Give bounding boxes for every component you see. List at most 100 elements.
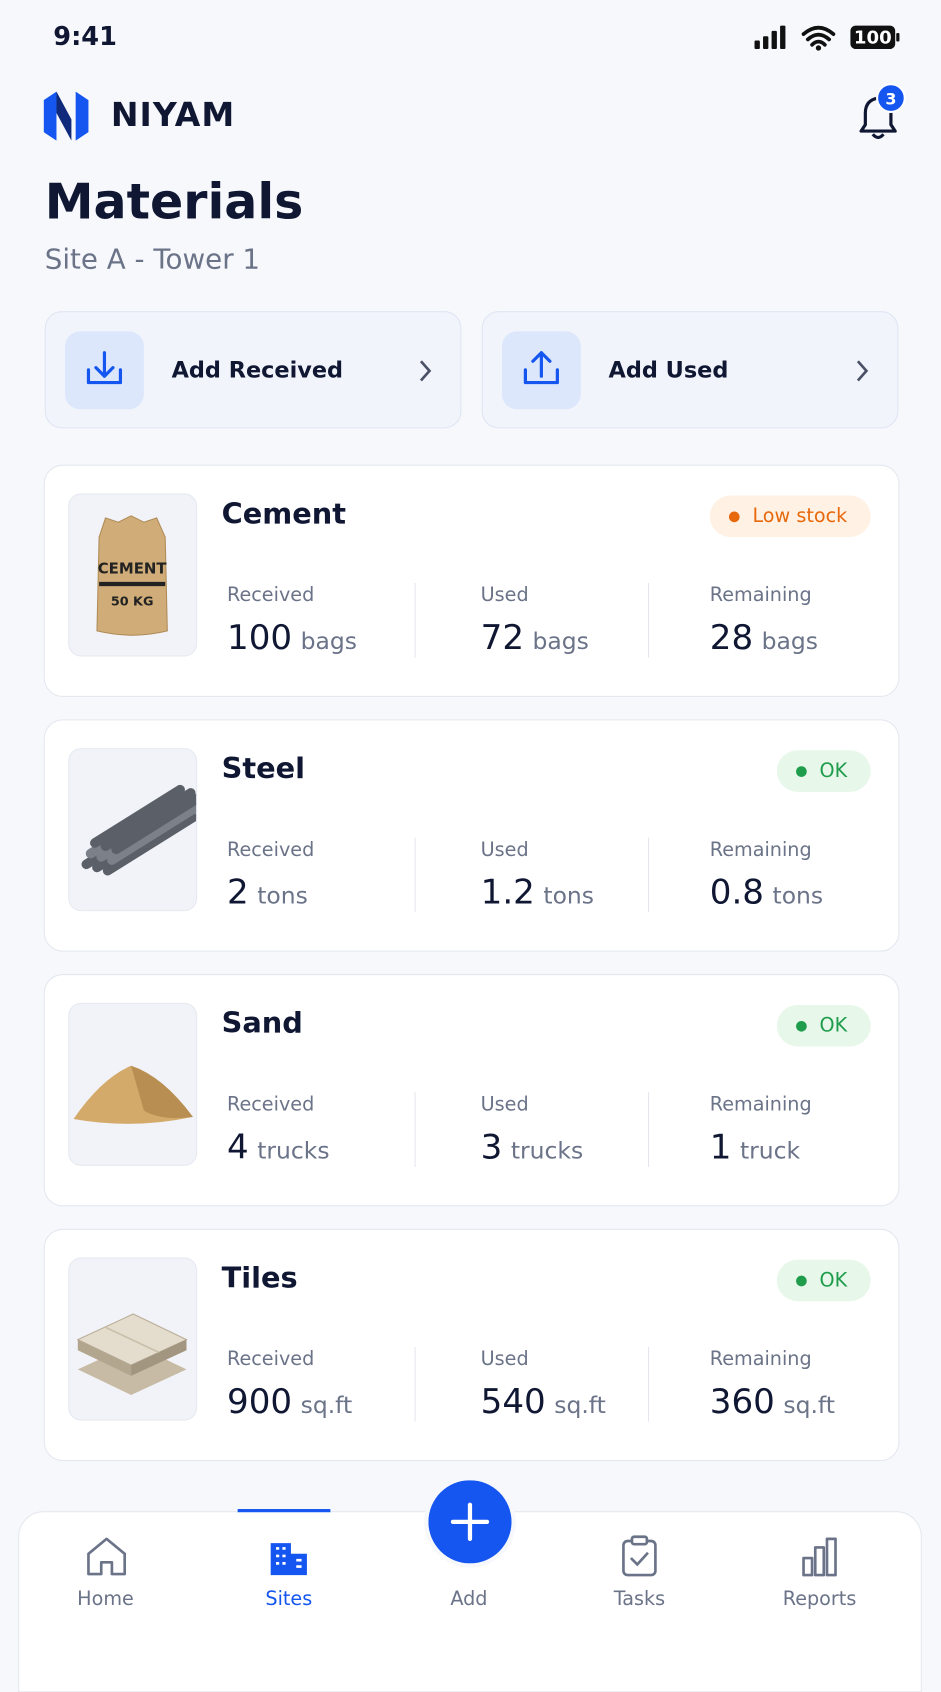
stat-unit: bags xyxy=(532,628,589,656)
stat-divider xyxy=(414,582,416,658)
steel-bar xyxy=(102,812,198,876)
material-illustration xyxy=(76,1313,188,1396)
chevron xyxy=(856,360,869,382)
status-dot xyxy=(796,1275,807,1287)
chevron-path xyxy=(419,360,432,382)
stat-divider xyxy=(647,582,650,658)
icon-path xyxy=(802,1537,837,1577)
stat-value: 3 xyxy=(480,1126,503,1167)
steel-bar xyxy=(111,791,207,855)
stat-divider xyxy=(647,1347,650,1422)
bell-clapper xyxy=(871,133,885,140)
logo xyxy=(43,91,89,141)
stat-label: Received xyxy=(226,1348,315,1371)
stat-value: 4 xyxy=(226,1126,249,1167)
material-image xyxy=(68,1257,198,1421)
reports-icon[interactable] xyxy=(798,1535,841,1578)
tile-edge xyxy=(77,1339,132,1376)
material-card[interactable]: CEMENT 50 KG Cement Low stock Received 100 bag… xyxy=(43,464,900,697)
status-badge: Low stock xyxy=(709,495,871,538)
wifi-icon xyxy=(801,25,836,47)
icon-check xyxy=(629,1551,649,1567)
stat-label: Remaining xyxy=(709,838,812,862)
chevron-path xyxy=(856,360,869,382)
stat-value-row: 28 bags xyxy=(710,617,818,657)
stat-label: Received xyxy=(226,838,315,862)
stat-unit: tons xyxy=(772,883,824,911)
signal-bar xyxy=(771,30,777,50)
stat-value: 0.8 xyxy=(709,871,764,913)
stat-value-row: 72 bags xyxy=(481,617,589,657)
page-title: Materials xyxy=(44,172,304,231)
stat-value-row: 540 sq.ft xyxy=(481,1381,606,1421)
icon-path xyxy=(86,351,123,385)
stat-value-row: 100 bags xyxy=(227,617,357,657)
notification-count: 3 xyxy=(885,89,896,108)
stat-divider xyxy=(647,837,650,913)
stat-value: 1 xyxy=(709,1126,732,1167)
signal-bar xyxy=(763,36,769,50)
material-image: CEMENT 50 KG xyxy=(68,493,198,657)
stat-unit: bags xyxy=(300,628,357,656)
badge-circle xyxy=(876,83,906,113)
wifi-dot xyxy=(815,45,822,51)
action-label: Add Received xyxy=(171,357,344,383)
nav-label[interactable]: Tasks xyxy=(613,1587,666,1611)
stat-label: Received xyxy=(226,584,315,607)
stat-divider xyxy=(647,1092,650,1167)
status-badge: OK xyxy=(776,1004,871,1047)
stat-value-row: 2 tons xyxy=(227,872,308,912)
stat-value: 72 xyxy=(480,617,525,658)
stat-value-row: 0.8 tons xyxy=(710,872,823,912)
material-card[interactable]: Tiles OK Received 900 sq.ft Used 540 sq.ft Remai… xyxy=(43,1228,900,1462)
stat-label: Used xyxy=(480,1348,529,1371)
stat-unit: sq.ft xyxy=(300,1392,353,1420)
stat-value-row: 1.2 tons xyxy=(481,872,594,912)
stat-label: Used xyxy=(480,838,529,862)
material-card[interactable]: Sand OK Received 4 trucks Used 3 trucks Remainin… xyxy=(43,974,900,1207)
fab[interactable] xyxy=(428,1480,512,1564)
stat-label: Received xyxy=(226,1093,315,1116)
sites-icon[interactable] xyxy=(267,1535,310,1578)
action-button[interactable]: Add Used xyxy=(481,311,899,429)
action-label: Add Used xyxy=(608,357,729,383)
home-icon[interactable] xyxy=(85,1535,128,1578)
stat-unit: tons xyxy=(543,883,595,911)
bag-stripe xyxy=(99,581,166,587)
icon-path xyxy=(87,1537,127,1576)
steel-bar xyxy=(107,801,202,865)
stat-value: 100 xyxy=(226,617,293,658)
nav-label[interactable]: Home xyxy=(77,1587,134,1611)
page-subtitle: Site A - Tower 1 xyxy=(44,244,261,277)
nav-label[interactable]: Sites xyxy=(265,1587,313,1611)
icon-windows xyxy=(276,1547,302,1568)
nav-label[interactable]: Add xyxy=(450,1587,488,1611)
status-dot xyxy=(796,766,807,777)
stat-unit: truck xyxy=(739,1138,801,1165)
bell[interactable]: 3 xyxy=(853,83,908,141)
signal-bar xyxy=(754,40,760,50)
logo-part xyxy=(75,91,89,141)
stat-value: 540 xyxy=(480,1381,546,1422)
stat-value: 1.2 xyxy=(480,871,535,913)
stat-label: Used xyxy=(480,584,529,607)
bag-text: CEMENT xyxy=(98,559,168,577)
material-image xyxy=(68,1002,198,1166)
material-name: Steel xyxy=(221,752,306,786)
stat-divider xyxy=(414,837,416,913)
stat-value-row: 3 trucks xyxy=(481,1126,584,1166)
stat-value: 360 xyxy=(709,1381,775,1422)
icon-path xyxy=(523,351,559,385)
action-button[interactable]: Add Received xyxy=(44,311,462,429)
status-dot xyxy=(796,1020,807,1032)
chevron xyxy=(419,360,432,382)
material-image xyxy=(68,748,207,912)
status-badge: OK xyxy=(776,1259,871,1302)
material-card[interactable]: Steel OK Received 2 tons Used 1.2 tons Remaining… xyxy=(43,719,900,952)
tasks-icon[interactable] xyxy=(618,1535,661,1578)
stat-label: Used xyxy=(480,1093,529,1116)
bag xyxy=(96,515,168,636)
nav-label[interactable]: Reports xyxy=(782,1587,857,1611)
